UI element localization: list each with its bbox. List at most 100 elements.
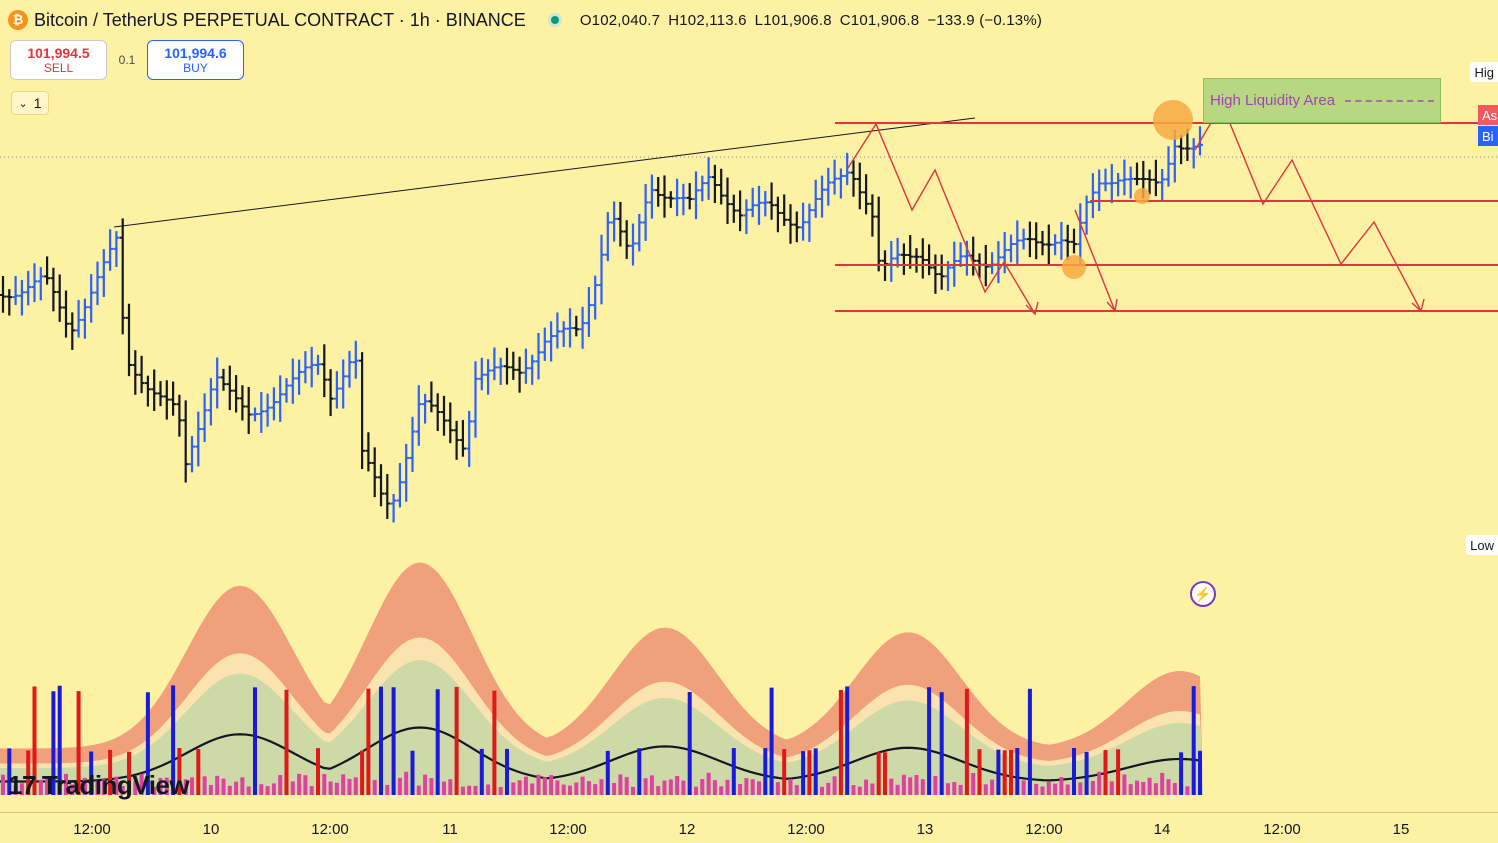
volume-bar	[964, 688, 969, 795]
bitcoin-icon: ₿	[8, 10, 28, 30]
volume-bar	[1015, 748, 1020, 795]
volume-bar	[265, 786, 270, 795]
volume-bar	[101, 779, 106, 795]
volume-bar	[580, 776, 585, 795]
highlight-circle[interactable]	[1153, 100, 1193, 140]
market-status-icon[interactable]	[547, 13, 562, 27]
ohlc-values: O102,040.7 H102,113.6 L101,906.8 C101,906.8…	[580, 12, 1050, 29]
lightning-icon[interactable]: ⚡	[1190, 581, 1216, 607]
volume-bar	[397, 777, 402, 795]
volume-bar	[1078, 782, 1083, 795]
volume-bar	[353, 777, 358, 795]
volume-bar	[631, 786, 635, 795]
volume-bar	[952, 782, 957, 795]
volume-bar	[757, 781, 761, 795]
volume-bar	[391, 687, 396, 795]
volume-bar	[857, 786, 862, 795]
volume-bar	[883, 752, 887, 795]
volume-bar	[977, 749, 982, 795]
volume-bar	[498, 786, 503, 795]
volume-bar	[1097, 771, 1102, 795]
volume-bar	[32, 686, 37, 795]
arrow-head	[1025, 301, 1039, 316]
volume-bar	[901, 774, 906, 795]
volume-bar	[731, 748, 736, 795]
ohlc-change: −133.9 (−0.13%)	[927, 11, 1043, 29]
volume-bar	[719, 786, 724, 795]
volume-bar	[278, 775, 283, 795]
volume-bar	[158, 777, 163, 795]
indicator-count: 1	[33, 95, 42, 111]
volume-bar	[1185, 786, 1190, 795]
volume-bar	[183, 779, 188, 795]
volume-bar	[624, 777, 629, 795]
volume-bar	[435, 689, 440, 795]
volume-bar	[316, 748, 320, 795]
ask-price-tag: As	[1478, 105, 1498, 125]
volume-bar	[19, 783, 24, 795]
volume-bar	[983, 784, 988, 795]
tradingview-logo[interactable]: 17 TradingView	[8, 770, 190, 801]
volume-bar	[328, 781, 333, 795]
volume-bar	[95, 780, 100, 795]
volume-bar	[114, 776, 119, 795]
projection-path-2[interactable]	[1074, 209, 1116, 312]
volume-bar	[561, 784, 566, 795]
volume-bar	[133, 781, 138, 795]
time-axis[interactable]: 12:00 10 12:00 11 12:00 12 12:00 13 12:00 14 12:00…	[0, 812, 1498, 843]
highlight-circle[interactable]	[1134, 188, 1150, 204]
symbol-header[interactable]: ₿ Bitcoin / TetherUS PERPETUAL CONTRACT …	[8, 7, 1050, 33]
volume-bar	[360, 750, 365, 795]
volume-bar	[164, 777, 169, 795]
volume-bar	[838, 689, 843, 795]
projection-path-1[interactable]	[847, 122, 1036, 315]
volume-bar	[82, 777, 87, 795]
volume-bar	[637, 748, 642, 795]
indicators-collapse-button[interactable]: ⌄ 1	[11, 91, 49, 115]
volume-bar	[334, 782, 339, 795]
volume-bar	[460, 786, 465, 795]
volume-bar	[1198, 750, 1202, 795]
volume-bar	[643, 778, 648, 795]
buy-button[interactable]: 101,994.6 BUY	[147, 40, 244, 80]
volume-bar	[479, 748, 484, 795]
volume-bar	[1135, 780, 1139, 795]
volume-bar	[1109, 781, 1114, 795]
price-chart[interactable]	[0, 0, 1498, 812]
volume-bar	[939, 692, 944, 795]
high-price-tag: Hig	[1470, 62, 1498, 82]
time-tick: 12:00	[311, 821, 349, 838]
volume-bar	[190, 777, 194, 795]
volume-bar	[303, 775, 308, 795]
high-liquidity-area-box[interactable]: High Liquidity Area	[1203, 78, 1441, 123]
volume-bar	[253, 687, 257, 795]
volume-bar	[322, 773, 327, 795]
volume-bar	[234, 781, 239, 795]
volume-bar	[1040, 786, 1045, 795]
trend-line[interactable]	[113, 117, 976, 228]
symbol-title[interactable]: Bitcoin / TetherUS PERPETUAL CONTRACT · …	[34, 9, 526, 30]
volume-bar	[668, 779, 673, 795]
volume-bar	[1053, 783, 1058, 795]
volume-bar	[738, 784, 743, 795]
volume-bar	[341, 774, 346, 795]
volume-bar	[586, 781, 591, 795]
volume-bar	[7, 748, 12, 795]
volume-bar	[549, 775, 554, 795]
volume-bar	[870, 783, 875, 795]
dashed-line	[1345, 99, 1434, 102]
volume-bar	[782, 749, 787, 795]
sell-button[interactable]: 101,994.5 SELL	[10, 40, 107, 80]
volume-bar	[895, 784, 900, 795]
volume-bar	[807, 750, 812, 795]
projection-path-3[interactable]	[1194, 102, 1422, 312]
volume-bar	[927, 687, 932, 795]
volume-bar	[700, 779, 705, 795]
volume-bar	[530, 783, 535, 795]
volume-bar	[379, 686, 383, 795]
volume-bar	[706, 772, 711, 795]
volume-bar	[492, 690, 497, 795]
time-tick: 15	[1392, 821, 1410, 838]
volume-bar	[202, 776, 207, 795]
highlight-circle[interactable]	[1062, 255, 1086, 279]
